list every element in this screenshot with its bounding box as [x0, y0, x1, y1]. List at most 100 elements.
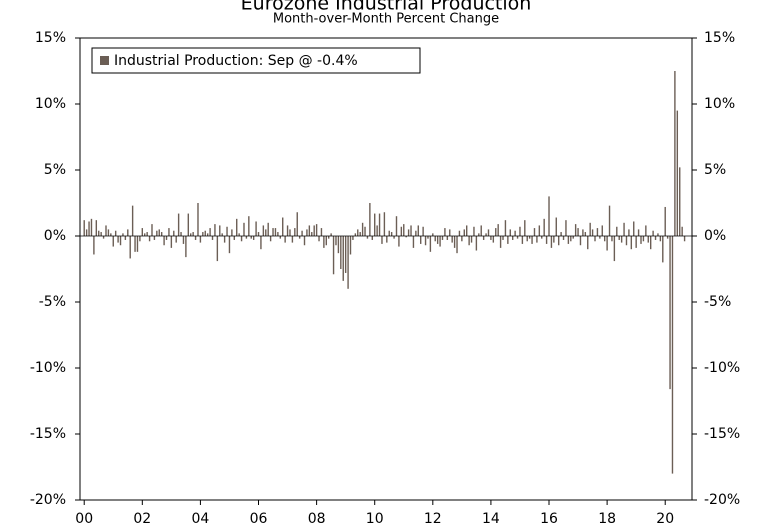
bar — [603, 236, 606, 242]
bar — [158, 229, 160, 236]
bar — [611, 236, 613, 242]
bar — [642, 236, 645, 242]
bar — [473, 226, 475, 236]
bar — [342, 236, 344, 281]
bar — [148, 236, 151, 242]
bar — [526, 236, 528, 242]
bar — [587, 236, 589, 250]
bar — [185, 236, 187, 258]
bar — [194, 236, 197, 240]
bar — [579, 236, 582, 246]
y-tick-label: 10% — [35, 96, 66, 112]
bar — [315, 224, 318, 236]
bar — [393, 236, 395, 239]
bar — [250, 236, 252, 239]
bar — [85, 229, 88, 236]
bar — [429, 236, 432, 252]
bar — [669, 236, 671, 390]
bar — [420, 236, 422, 244]
bar — [490, 236, 492, 240]
bar — [284, 236, 286, 243]
y-tick-label: -20% — [30, 492, 66, 508]
bar — [509, 229, 511, 236]
bar — [618, 236, 620, 240]
bar — [679, 167, 681, 236]
bar — [349, 236, 352, 255]
y-tick-label: -15% — [30, 426, 66, 442]
bar — [458, 230, 461, 236]
x-tick-label: 02 — [133, 511, 151, 527]
bar — [88, 221, 90, 236]
bar — [591, 229, 594, 236]
bar — [492, 236, 495, 243]
plot-frame — [79, 37, 693, 501]
bar — [357, 229, 359, 236]
bar — [683, 236, 686, 242]
bar — [439, 236, 441, 247]
bar — [633, 221, 635, 236]
bar — [497, 224, 499, 236]
bar — [461, 236, 463, 242]
bar — [456, 236, 458, 254]
bar — [294, 228, 296, 236]
bar — [124, 236, 127, 240]
bar — [105, 225, 107, 236]
y2-tick-label: 0% — [704, 228, 726, 244]
bar — [366, 236, 369, 239]
bar — [83, 220, 85, 236]
bar — [110, 233, 112, 236]
y-tick-label: 15% — [35, 30, 66, 46]
bar — [645, 225, 647, 236]
x-tick-label: 04 — [191, 511, 209, 527]
bar — [649, 236, 652, 250]
bar — [574, 224, 577, 236]
bar — [545, 236, 548, 244]
x-tick-label: 20 — [656, 511, 674, 527]
bar — [376, 225, 378, 236]
bar — [625, 236, 628, 246]
bar — [398, 236, 400, 247]
bar — [335, 236, 337, 246]
legend-swatch — [100, 56, 109, 65]
bar — [168, 228, 170, 236]
bar — [279, 236, 281, 239]
bar — [352, 236, 354, 240]
bar — [160, 232, 163, 236]
bar — [582, 229, 584, 236]
bar — [424, 236, 427, 246]
bar — [453, 236, 456, 248]
x-tick-label: 12 — [424, 511, 442, 527]
bar — [323, 236, 325, 248]
bar — [390, 232, 393, 236]
bar — [340, 236, 342, 269]
bar — [386, 236, 388, 243]
bar — [344, 236, 347, 273]
bar — [187, 213, 190, 236]
bar — [219, 225, 221, 236]
bar — [550, 236, 553, 248]
bar — [240, 236, 243, 242]
bar — [117, 236, 119, 243]
bar — [163, 236, 165, 246]
bar — [659, 236, 662, 242]
bar — [204, 230, 206, 236]
bar — [620, 236, 623, 243]
bar — [514, 230, 516, 236]
bar — [269, 236, 272, 242]
bar — [127, 229, 129, 236]
bar — [463, 229, 465, 236]
bar — [666, 236, 669, 239]
bar — [524, 220, 526, 236]
bar — [139, 236, 141, 242]
bar — [238, 233, 240, 236]
bar — [400, 226, 403, 236]
bar — [286, 225, 289, 236]
y2-tick-label: -20% — [704, 492, 740, 508]
bar — [434, 236, 436, 242]
x-tick-label: 00 — [75, 511, 93, 527]
bar — [267, 222, 269, 236]
bar — [223, 236, 226, 243]
legend-label: Industrial Production: Sep @ -0.4% — [114, 53, 358, 69]
bar — [216, 236, 219, 262]
